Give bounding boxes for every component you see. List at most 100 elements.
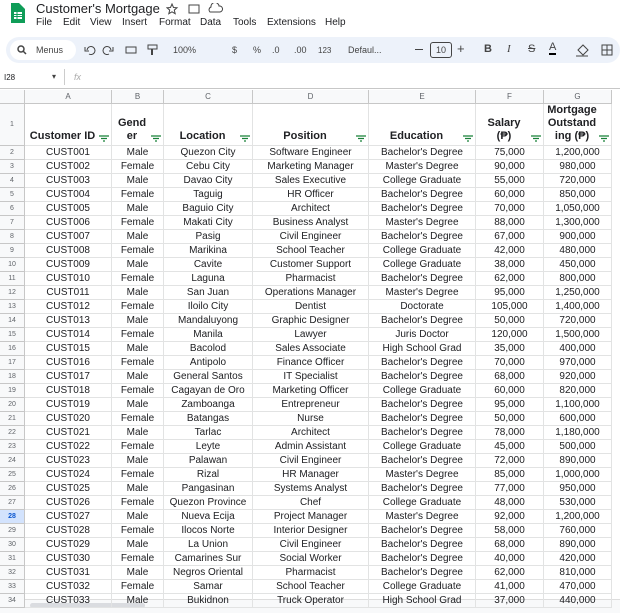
table-cell[interactable]: Batangas bbox=[164, 412, 253, 426]
row-number[interactable]: 20 bbox=[0, 398, 25, 412]
row-number[interactable]: 34 bbox=[0, 594, 25, 608]
table-cell[interactable]: Bachelor's Degree bbox=[369, 552, 476, 566]
table-cell[interactable]: Doctorate bbox=[369, 300, 476, 314]
row-number[interactable]: 30 bbox=[0, 538, 25, 552]
table-cell[interactable]: CUST006 bbox=[25, 216, 112, 230]
table-cell[interactable]: College Graduate bbox=[369, 496, 476, 510]
column-letter[interactable]: D bbox=[253, 90, 369, 104]
table-cell[interactable]: Laguna bbox=[164, 272, 253, 286]
table-cell[interactable]: 60,000 bbox=[476, 384, 544, 398]
table-cell[interactable]: Male bbox=[112, 202, 164, 216]
table-cell[interactable]: 90,000 bbox=[476, 160, 544, 174]
table-cell[interactable]: CUST016 bbox=[25, 356, 112, 370]
table-cell[interactable]: 60,000 bbox=[476, 188, 544, 202]
table-cell[interactable]: Iloilo City bbox=[164, 300, 253, 314]
table-cell[interactable]: 400,000 bbox=[544, 342, 612, 356]
table-cell[interactable]: 1,500,000 bbox=[544, 328, 612, 342]
column-letter[interactable]: G bbox=[544, 90, 612, 104]
table-cell[interactable]: Male bbox=[112, 146, 164, 160]
table-cell[interactable]: Male bbox=[112, 174, 164, 188]
row-number[interactable]: 12 bbox=[0, 286, 25, 300]
table-cell[interactable]: Camarines Sur bbox=[164, 552, 253, 566]
table-cell[interactable]: CUST031 bbox=[25, 566, 112, 580]
table-cell[interactable]: Pasig bbox=[164, 230, 253, 244]
row-number[interactable]: 7 bbox=[0, 216, 25, 230]
cell-reference[interactable]: I28 bbox=[4, 73, 16, 82]
table-cell[interactable]: 37,000 bbox=[476, 594, 544, 608]
filter-icon[interactable] bbox=[599, 135, 609, 142]
table-cell[interactable]: Master's Degree bbox=[369, 510, 476, 524]
table-cell[interactable]: Dentist bbox=[253, 300, 369, 314]
table-cell[interactable]: CUST027 bbox=[25, 510, 112, 524]
table-cell[interactable]: CUST008 bbox=[25, 244, 112, 258]
filter-icon[interactable] bbox=[99, 135, 109, 142]
table-cell[interactable]: 40,000 bbox=[476, 552, 544, 566]
table-cell[interactable]: Samar bbox=[164, 580, 253, 594]
table-cell[interactable]: 970,000 bbox=[544, 356, 612, 370]
table-cell[interactable]: 890,000 bbox=[544, 538, 612, 552]
table-cell[interactable]: 95,000 bbox=[476, 398, 544, 412]
table-cell[interactable]: Graphic Designer bbox=[253, 314, 369, 328]
table-cell[interactable]: Male bbox=[112, 398, 164, 412]
table-cell[interactable]: Bachelor's Degree bbox=[369, 146, 476, 160]
table-cell[interactable]: 50,000 bbox=[476, 412, 544, 426]
table-cell[interactable]: 67,000 bbox=[476, 230, 544, 244]
filter-icon[interactable] bbox=[240, 135, 250, 142]
decrease-size[interactable] bbox=[415, 49, 423, 50]
table-cell[interactable]: CUST012 bbox=[25, 300, 112, 314]
table-cell[interactable]: Interior Designer bbox=[253, 524, 369, 538]
table-cell[interactable]: 88,000 bbox=[476, 216, 544, 230]
table-cell[interactable]: 72,000 bbox=[476, 454, 544, 468]
number-format[interactable]: 123 bbox=[318, 46, 332, 55]
table-cell[interactable]: Master's Degree bbox=[369, 468, 476, 482]
table-cell[interactable]: CUST030 bbox=[25, 552, 112, 566]
table-cell[interactable]: IT Specialist bbox=[253, 370, 369, 384]
table-cell[interactable]: La Union bbox=[164, 538, 253, 552]
table-cell[interactable]: Bachelor's Degree bbox=[369, 538, 476, 552]
table-cell[interactable]: CUST009 bbox=[25, 258, 112, 272]
table-cell[interactable]: Bachelor's Degree bbox=[369, 482, 476, 496]
table-cell[interactable]: Marketing Manager bbox=[253, 160, 369, 174]
table-cell[interactable]: Architect bbox=[253, 426, 369, 440]
table-cell[interactable]: HR Officer bbox=[253, 188, 369, 202]
table-cell[interactable]: CUST029 bbox=[25, 538, 112, 552]
table-cell[interactable]: 810,000 bbox=[544, 566, 612, 580]
table-cell[interactable]: Mandaluyong bbox=[164, 314, 253, 328]
row-number[interactable]: 24 bbox=[0, 454, 25, 468]
table-cell[interactable]: Male bbox=[112, 286, 164, 300]
row-number[interactable]: 29 bbox=[0, 524, 25, 538]
table-cell[interactable]: 50,000 bbox=[476, 314, 544, 328]
table-cell[interactable]: Antipolo bbox=[164, 356, 253, 370]
table-cell[interactable]: Bachelor's Degree bbox=[369, 454, 476, 468]
table-cell[interactable]: Cebu City bbox=[164, 160, 253, 174]
table-cell[interactable]: High School Grad bbox=[369, 594, 476, 608]
row-number[interactable]: 19 bbox=[0, 384, 25, 398]
table-cell[interactable]: Female bbox=[112, 300, 164, 314]
table-cell[interactable]: 420,000 bbox=[544, 552, 612, 566]
table-cell[interactable]: Female bbox=[112, 524, 164, 538]
table-cell[interactable]: 470,000 bbox=[544, 580, 612, 594]
table-cell[interactable]: 980,000 bbox=[544, 160, 612, 174]
table-cell[interactable]: 75,000 bbox=[476, 146, 544, 160]
table-cell[interactable]: Female bbox=[112, 552, 164, 566]
table-cell[interactable]: Zamboanga bbox=[164, 398, 253, 412]
table-cell[interactable]: Bachelor's Degree bbox=[369, 188, 476, 202]
table-cell[interactable]: Female bbox=[112, 328, 164, 342]
row-number[interactable]: 22 bbox=[0, 426, 25, 440]
table-cell[interactable]: CUST026 bbox=[25, 496, 112, 510]
table-cell[interactable]: Civil Engineer bbox=[253, 454, 369, 468]
table-cell[interactable]: CUST013 bbox=[25, 314, 112, 328]
table-cell[interactable]: 800,000 bbox=[544, 272, 612, 286]
table-cell[interactable]: Bukidnon bbox=[164, 594, 253, 608]
table-cell[interactable]: 440,000 bbox=[544, 594, 612, 608]
table-cell[interactable]: Social Worker bbox=[253, 552, 369, 566]
italic[interactable]: I bbox=[507, 43, 511, 55]
row-number[interactable]: 15 bbox=[0, 328, 25, 342]
table-cell[interactable]: CUST020 bbox=[25, 412, 112, 426]
table-cell[interactable]: College Graduate bbox=[369, 384, 476, 398]
table-cell[interactable]: Female bbox=[112, 440, 164, 454]
table-cell[interactable]: CUST017 bbox=[25, 370, 112, 384]
table-cell[interactable]: 45,000 bbox=[476, 440, 544, 454]
row-number[interactable]: 21 bbox=[0, 412, 25, 426]
table-cell[interactable]: CUST032 bbox=[25, 580, 112, 594]
